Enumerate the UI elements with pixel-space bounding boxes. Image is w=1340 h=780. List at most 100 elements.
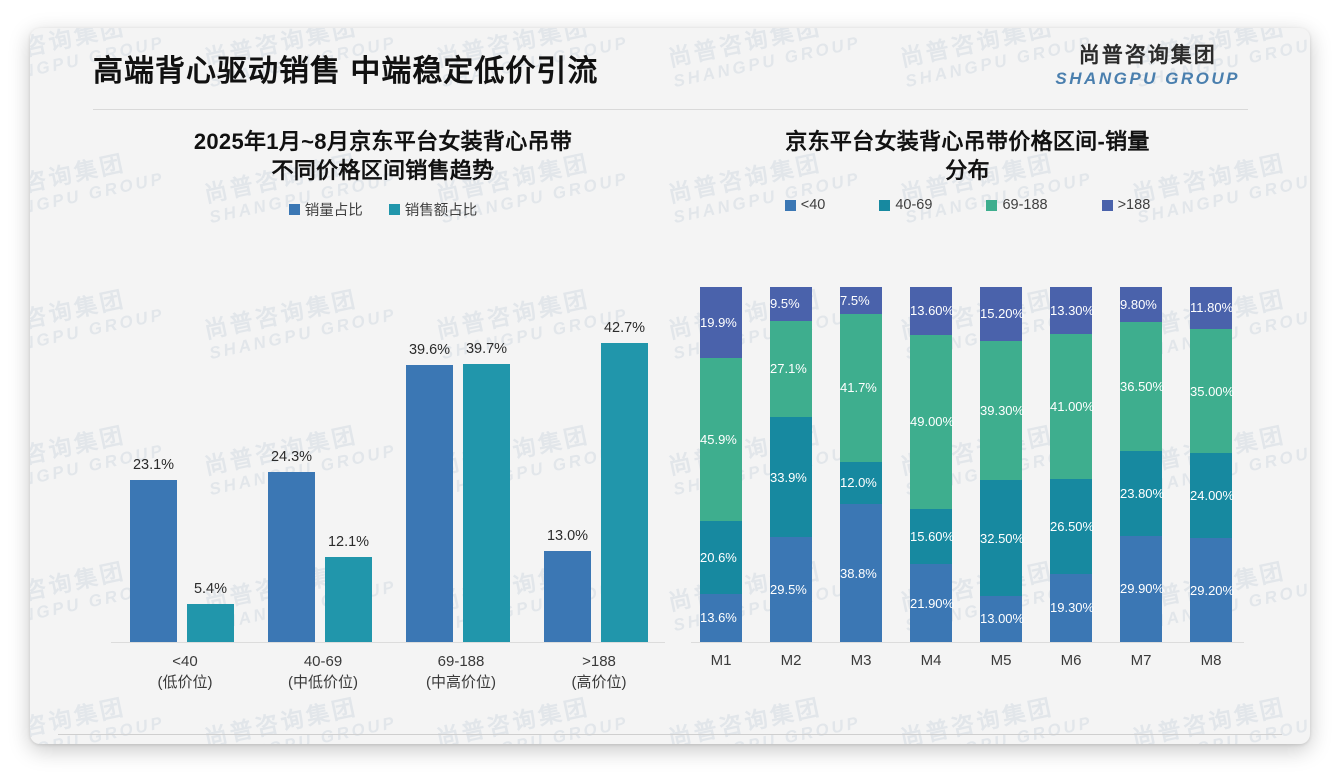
stack-segment->188-M1[interactable]: 19.9%	[700, 287, 742, 358]
stack-segment-<40-M7[interactable]: 29.90%	[1120, 535, 1164, 642]
stack-segment-<40-M5[interactable]: 13.00%	[980, 595, 1024, 642]
legend-item-1[interactable]: 销售额占比	[388, 199, 478, 220]
stacked-bar-M6[interactable]: 19.30% 26.50% 41.00% 13.30% M6	[1050, 286, 1094, 669]
bar-销量占比-69-188[interactable]: 39.6%	[406, 342, 453, 642]
bar-销售额占比-40-69[interactable]: 12.1%	[325, 534, 372, 642]
stack-segment-<40-M6[interactable]: 19.30%	[1050, 573, 1094, 642]
stack-segment->188-M3[interactable]: 7.5%	[840, 287, 882, 314]
left-chart-title-line2: 不同价格区间销售趋势	[271, 157, 495, 183]
stack-segment-69-188-M2[interactable]: 27.1%	[770, 320, 812, 417]
x-axis-label-M1: M1	[710, 652, 732, 670]
stacked-bar-M5[interactable]: 13.00% 32.50% 39.30% 15.20% M5	[980, 287, 1024, 669]
stacked-bar-M8[interactable]: 29.20% 24.00% 35.00% 11.80% M8	[1190, 287, 1234, 669]
x-axis-label-40-69: 40-69 (中低价位)	[255, 651, 391, 695]
x-axis-label-sub: (高价位)	[571, 674, 627, 692]
right-chart-title: 京东平台女装背心吊带价格区间-销量 分布	[685, 128, 1250, 185]
legend-item-0[interactable]: <40	[784, 197, 826, 214]
bar-销量占比->188[interactable]: 13.0%	[544, 528, 591, 642]
bar-销量占比-<40[interactable]: 23.1%	[130, 457, 177, 642]
x-axis-label-M5: M5	[990, 652, 1012, 670]
right-chart-plot: 13.6% 20.6% 45.9% 19.9% M1 29.5% 33.9% 27.1% 9.5…	[685, 256, 1250, 696]
stack-segment-label: 13.30%	[1050, 302, 1095, 318]
stack-segment->188-M7[interactable]: 9.80%	[1120, 287, 1162, 322]
legend-item-1[interactable]: 40-69	[879, 197, 932, 213]
right-chart-legend: <40 40-69 69-188 >188	[685, 197, 1250, 213]
stack-segment-<40-M4[interactable]: 21.90%	[910, 564, 954, 642]
stack-segment-40-69-M5[interactable]: 32.50%	[980, 480, 1024, 596]
x-axis-label-main: <40	[172, 652, 198, 670]
x-axis-label-sub: (低价位)	[157, 674, 213, 692]
stack-segment-label: 13.60%	[910, 303, 955, 319]
stack-segment-69-188-M1[interactable]: 45.9%	[700, 357, 742, 521]
stack-segment-69-188-M7[interactable]: 36.50%	[1120, 321, 1164, 452]
legend-label: 销量占比	[304, 203, 363, 220]
bar-销量占比-40-69[interactable]: 24.3%	[268, 449, 315, 642]
bar-value-label: 42.7%	[603, 320, 646, 337]
stack-segment-40-69-M6[interactable]: 26.50%	[1050, 479, 1094, 574]
stack-segment-69-188-M6[interactable]: 41.00%	[1050, 333, 1094, 480]
stacked-bar-M7[interactable]: 29.90% 23.80% 36.50% 9.80% M7	[1120, 287, 1164, 669]
stack-segment-<40-M3[interactable]: 38.8%	[840, 504, 882, 642]
page-title: 高端背心驱动销售 中端稳定低价引流	[93, 55, 599, 88]
stack-segment-label: 39.30%	[980, 403, 1025, 419]
stack-segment-<40-M2[interactable]: 29.5%	[770, 537, 812, 642]
bar-fill	[130, 480, 177, 642]
stack-segment-40-69-M8[interactable]: 24.00%	[1190, 453, 1234, 539]
stack-segment-label: 11.80%	[1190, 300, 1234, 316]
stack-segment->188-M5[interactable]: 15.20%	[980, 287, 1024, 341]
x-axis-label-M7: M7	[1130, 652, 1152, 670]
stack-segment-label: 33.9%	[770, 469, 807, 485]
stack-segment-label: 15.60%	[910, 529, 955, 545]
stack-segment-label: 26.50%	[1050, 518, 1095, 534]
stack-segment->188-M8[interactable]: 11.80%	[1190, 287, 1233, 329]
stack-segment-label: 49.00%	[910, 414, 955, 430]
stack-segment-<40-M1[interactable]: 13.6%	[700, 593, 742, 642]
stack-segment-<40-M8[interactable]: 29.20%	[1190, 538, 1234, 642]
bar-销售额占比-<40[interactable]: 5.4%	[187, 581, 234, 642]
stack-segment-label: 7.5%	[840, 292, 870, 308]
stack-segment-69-188-M3[interactable]: 41.7%	[840, 313, 882, 462]
right-chart-title-line1: 京东平台女装背心吊带价格区间-销量	[785, 129, 1150, 154]
legend-label: 销售额占比	[404, 203, 478, 220]
left-chart-panel: 2025年1月~8月京东平台女装背心吊带 不同价格区间销售趋势 销量占比 销售额占…	[93, 128, 673, 718]
bar-value-label: 39.6%	[408, 341, 451, 358]
legend-item-0[interactable]: 销量占比	[288, 199, 363, 220]
stack-segment-69-188-M5[interactable]: 39.30%	[980, 340, 1024, 481]
stack-segment-label: 27.1%	[770, 361, 807, 377]
stacked-bar-M3[interactable]: 38.8% 12.0% 41.7% 7.5% M3	[840, 287, 882, 669]
stack-segment->188-M6[interactable]: 13.30%	[1050, 286, 1094, 334]
legend-item-2[interactable]: 69-188	[986, 197, 1048, 213]
stack-segment-label: 9.5%	[770, 296, 800, 312]
bar-group-69-188: 39.6% 39.7% 69-188 (中高价位)	[393, 292, 529, 691]
stack-segment-40-69-M3[interactable]: 12.0%	[840, 461, 882, 505]
stacked-bar-M1[interactable]: 13.6% 20.6% 45.9% 19.9% M1	[700, 287, 742, 669]
stack-segment-label: 15.20%	[980, 306, 1025, 322]
stack-segment-40-69-M4[interactable]: 15.60%	[910, 508, 954, 565]
bar-fill	[187, 604, 234, 642]
stack-segment-40-69-M1[interactable]: 20.6%	[700, 520, 742, 594]
x-axis-label-M6: M6	[1060, 652, 1082, 670]
bar-fill	[325, 557, 372, 642]
stack-segment-40-69-M7[interactable]: 23.80%	[1120, 451, 1164, 536]
legend-item-3[interactable]: >188	[1101, 197, 1150, 213]
x-axis-label-main: 69-188	[437, 652, 485, 670]
stack-segment-label: 24.00%	[1190, 488, 1235, 504]
bar-销售额占比-69-188[interactable]: 39.7%	[463, 341, 510, 642]
legend-label: <40	[800, 197, 826, 214]
stack-segment-69-188-M8[interactable]: 35.00%	[1190, 328, 1234, 454]
stack-segment-label: 35.00%	[1190, 383, 1235, 399]
left-chart-plot: 23.1% 5.4% <40 (低价位) 24.3% 12.1% 40-69 (中低价位) 39…	[93, 276, 673, 696]
bar-fill	[406, 364, 453, 642]
stack-segment-label: 45.9%	[700, 431, 737, 447]
bar-销售额占比->188[interactable]: 42.7%	[601, 320, 648, 642]
stack-segment->188-M2[interactable]: 9.5%	[770, 287, 812, 321]
stacked-bar-M4[interactable]: 21.90% 15.60% 49.00% 13.60% M4	[910, 286, 954, 669]
stack-segment-69-188-M4[interactable]: 49.00%	[910, 334, 954, 509]
stack-segment->188-M4[interactable]: 13.60%	[910, 286, 954, 335]
x-axis-label-69-188: 69-188 (中高价位)	[393, 651, 529, 695]
slide-card: 尚普咨询集团 SHANGPU GROUP 尚普咨询集团 SHANGPU GROUP 尚普…	[30, 28, 1310, 744]
x-axis-label-M3: M3	[850, 652, 872, 670]
stack-segment-label: 19.30%	[1050, 600, 1095, 616]
stacked-bar-M2[interactable]: 29.5% 33.9% 27.1% 9.5% M2	[770, 287, 812, 669]
stack-segment-40-69-M2[interactable]: 33.9%	[770, 416, 812, 538]
